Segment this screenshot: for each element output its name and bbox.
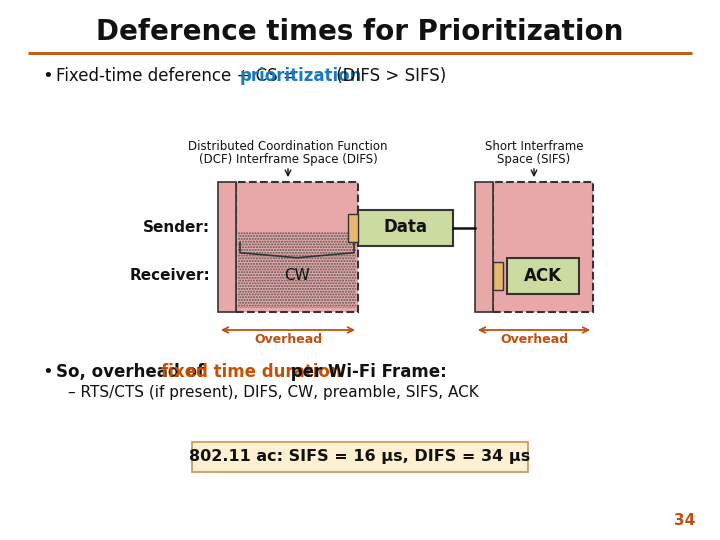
Text: Deference times for Prioritization: Deference times for Prioritization xyxy=(96,18,624,46)
Text: •: • xyxy=(42,363,53,381)
Text: Distributed Coordination Function: Distributed Coordination Function xyxy=(188,139,388,152)
Text: 802.11 ac: SIFS = 16 μs, DIFS = 34 μs: 802.11 ac: SIFS = 16 μs, DIFS = 34 μs xyxy=(189,449,531,464)
Text: per Wi-Fi Frame:: per Wi-Fi Frame: xyxy=(285,363,447,381)
Bar xyxy=(358,210,453,246)
Text: •: • xyxy=(42,67,53,85)
Text: (DIFS > SIFS): (DIFS > SIFS) xyxy=(331,67,446,85)
Text: Fixed-time deference + CS =: Fixed-time deference + CS = xyxy=(56,67,302,85)
Text: ACK: ACK xyxy=(524,267,562,285)
Bar xyxy=(507,258,579,294)
Text: Overhead: Overhead xyxy=(254,333,322,346)
Bar xyxy=(218,182,236,312)
Text: Overhead: Overhead xyxy=(500,333,568,346)
Bar xyxy=(475,182,493,312)
Text: Short Interframe: Short Interframe xyxy=(485,139,583,152)
Text: prioritization: prioritization xyxy=(239,67,361,85)
Text: Receiver:: Receiver: xyxy=(130,268,210,283)
Bar xyxy=(493,182,593,312)
Text: Space (SIFS): Space (SIFS) xyxy=(498,153,571,166)
Text: – RTS/CTS (if present), DIFS, CW, preamble, SIFS, ACK: – RTS/CTS (if present), DIFS, CW, preamb… xyxy=(68,384,479,400)
Text: 34: 34 xyxy=(674,513,695,528)
Text: fixed time duration: fixed time duration xyxy=(161,363,341,381)
Bar xyxy=(493,261,503,289)
Text: (DCF) Interframe Space (DIFS): (DCF) Interframe Space (DIFS) xyxy=(199,153,377,166)
Text: So, overhead of: So, overhead of xyxy=(56,363,210,381)
Bar xyxy=(192,442,528,472)
Bar xyxy=(236,182,358,312)
Text: Data: Data xyxy=(384,219,428,237)
Bar xyxy=(348,213,358,241)
Text: CW: CW xyxy=(284,268,310,283)
Bar xyxy=(238,232,356,308)
Text: Sender:: Sender: xyxy=(143,220,210,235)
